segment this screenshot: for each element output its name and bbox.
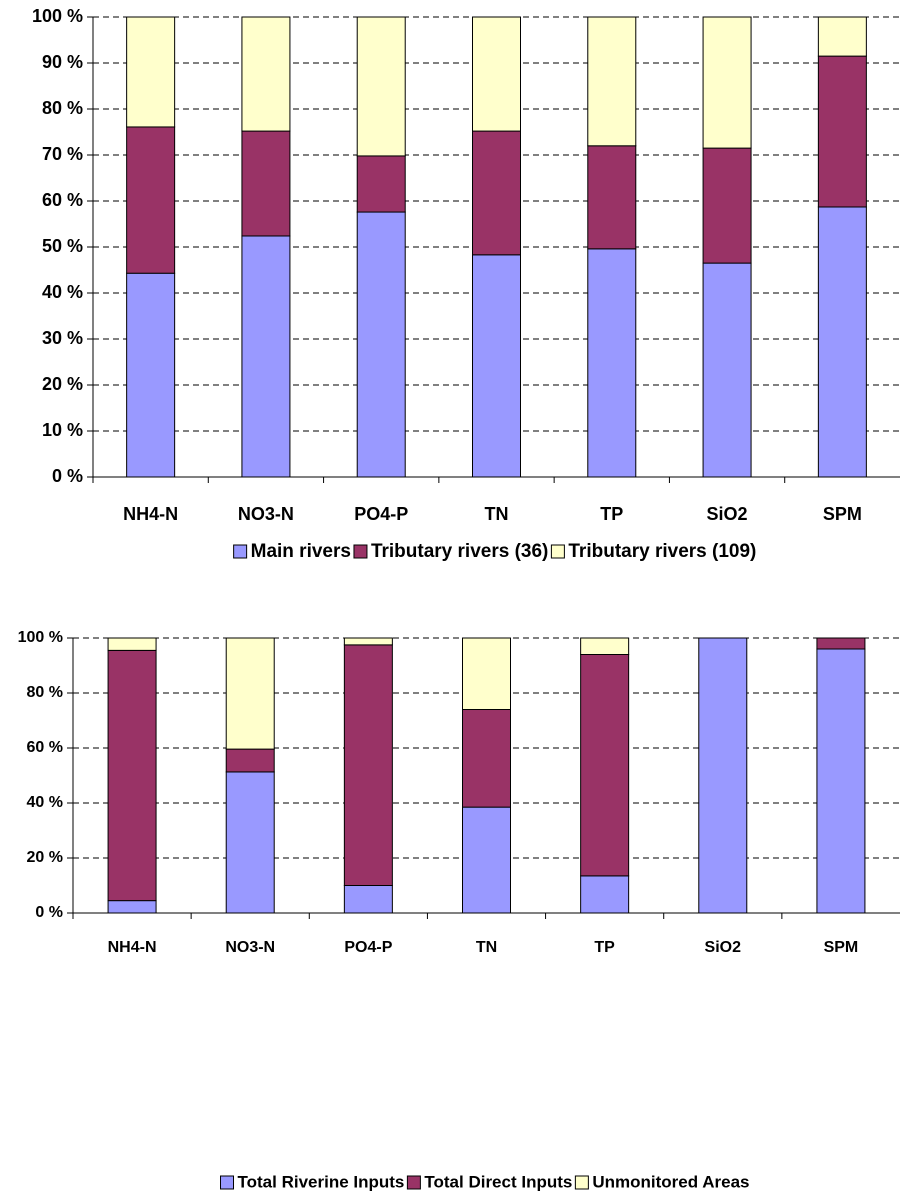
bar-segment bbox=[462, 637, 511, 710]
legend-swatch bbox=[353, 544, 368, 559]
bar-segment bbox=[462, 806, 511, 914]
y-tick-label: 50 % bbox=[42, 236, 83, 256]
y-tick-label: 20 % bbox=[42, 374, 83, 394]
bar-segment bbox=[107, 637, 157, 651]
y-tick-label: 100 % bbox=[32, 6, 83, 26]
x-tick-label: NO3-N bbox=[225, 939, 275, 956]
bar-segment bbox=[241, 16, 291, 132]
x-tick-label: SiO2 bbox=[705, 939, 742, 956]
bar-segment bbox=[241, 130, 291, 237]
legend-swatch bbox=[574, 1175, 589, 1190]
legend: Total Riverine Inputs Total Direct Inputs… bbox=[220, 1172, 749, 1191]
bar-segment bbox=[107, 900, 157, 914]
bar-segment bbox=[702, 262, 752, 478]
bar-segment bbox=[580, 875, 630, 914]
x-tick-label: SPM bbox=[823, 504, 862, 524]
bar-segment bbox=[343, 644, 393, 886]
y-tick-label: 80 % bbox=[27, 684, 63, 701]
x-tick-label: NO3-N bbox=[238, 504, 294, 524]
x-tick-label: TP bbox=[594, 939, 615, 956]
legend-label: Tributary rivers (36) bbox=[371, 541, 548, 562]
y-tick-label: 90 % bbox=[42, 52, 83, 72]
x-tick-label: PO4-P bbox=[344, 939, 392, 956]
legend-label: Unmonitored Areas bbox=[592, 1172, 749, 1191]
y-tick-label: 100 % bbox=[18, 629, 63, 646]
bar-segment bbox=[356, 16, 406, 157]
bar-segment bbox=[356, 211, 406, 478]
bar-segment bbox=[462, 709, 511, 808]
y-tick-label: 0 % bbox=[35, 904, 63, 921]
y-tick-label: 80 % bbox=[42, 98, 83, 118]
legend-label: Tributary rivers (109) bbox=[568, 541, 756, 562]
bar-segment bbox=[587, 16, 637, 147]
bar-segment bbox=[126, 16, 176, 128]
y-tick-label: 70 % bbox=[42, 144, 83, 164]
x-tick-label: NH4-N bbox=[123, 504, 178, 524]
bar-segment bbox=[241, 235, 291, 478]
x-tick-label: TN bbox=[485, 504, 509, 524]
legend-swatch bbox=[550, 544, 565, 559]
x-tick-label: TN bbox=[476, 939, 497, 956]
y-tick-label: 60 % bbox=[27, 739, 63, 756]
bar-segment bbox=[107, 649, 157, 902]
bar-segment bbox=[816, 637, 866, 650]
bar-segment bbox=[356, 155, 406, 213]
bar-segment bbox=[580, 654, 630, 877]
bar-segment bbox=[126, 126, 176, 274]
bar-segment bbox=[225, 748, 275, 773]
bar-segment bbox=[817, 55, 867, 208]
bar-segment bbox=[580, 637, 630, 655]
bar-segment bbox=[817, 16, 867, 57]
bar-segment bbox=[343, 637, 393, 646]
bar-segment bbox=[702, 147, 752, 264]
y-tick-label: 60 % bbox=[42, 190, 83, 210]
legend-swatch bbox=[233, 544, 248, 559]
x-tick-label: NH4-N bbox=[108, 939, 157, 956]
y-tick-label: 20 % bbox=[27, 849, 63, 866]
bar-segment bbox=[702, 16, 752, 149]
bar-segment bbox=[126, 272, 176, 478]
bar-segment bbox=[225, 771, 275, 914]
legend-label: Main rivers bbox=[251, 541, 351, 562]
y-tick-label: 40 % bbox=[27, 794, 63, 811]
y-tick-label: 40 % bbox=[42, 282, 83, 302]
bar-segment bbox=[225, 637, 275, 750]
bar-segment bbox=[472, 16, 521, 132]
y-tick-label: 30 % bbox=[42, 328, 83, 348]
legend-swatch bbox=[406, 1175, 421, 1190]
y-tick-label: 0 % bbox=[52, 466, 83, 486]
bar-segment bbox=[817, 206, 867, 478]
bar-segment bbox=[343, 885, 393, 914]
x-tick-label: TP bbox=[600, 504, 623, 524]
legend: Main rivers Tributary rivers (36) Tributar… bbox=[233, 541, 756, 562]
bar-segment bbox=[472, 130, 521, 256]
bar-segment bbox=[587, 145, 637, 250]
legend-swatch bbox=[220, 1175, 235, 1190]
bar-segment bbox=[587, 248, 637, 478]
bar-segment bbox=[698, 637, 748, 914]
bar-segment bbox=[472, 254, 521, 478]
x-tick-label: SPM bbox=[824, 939, 859, 956]
bar-segment bbox=[816, 648, 866, 914]
y-tick-label: 10 % bbox=[42, 420, 83, 440]
x-tick-label: SiO2 bbox=[707, 504, 748, 524]
legend-label: Total Direct Inputs bbox=[424, 1172, 572, 1191]
x-tick-label: PO4-P bbox=[354, 504, 408, 524]
legend-label: Total Riverine Inputs bbox=[238, 1172, 405, 1191]
